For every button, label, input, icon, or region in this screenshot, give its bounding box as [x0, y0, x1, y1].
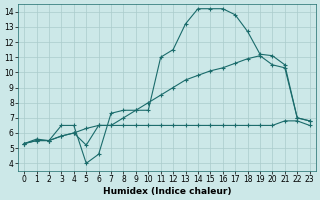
X-axis label: Humidex (Indice chaleur): Humidex (Indice chaleur) — [103, 187, 231, 196]
